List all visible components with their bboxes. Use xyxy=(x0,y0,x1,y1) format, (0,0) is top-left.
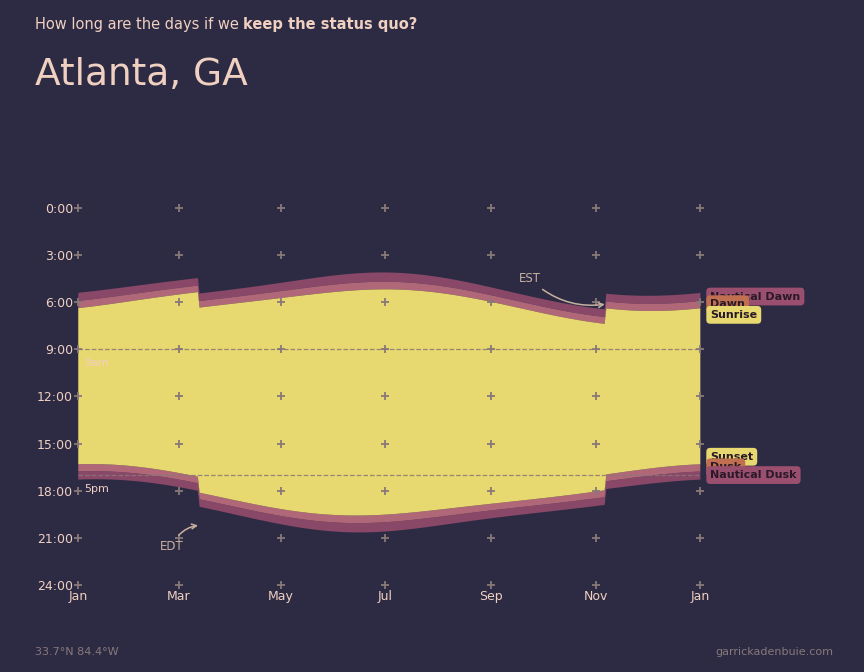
Text: 33.7°N 84.4°W: 33.7°N 84.4°W xyxy=(35,647,118,657)
Text: EST: EST xyxy=(518,272,603,308)
Text: Atlanta, GA: Atlanta, GA xyxy=(35,57,247,93)
Text: How long are the days if we: How long are the days if we xyxy=(35,17,243,32)
Text: 9am: 9am xyxy=(85,358,110,368)
Text: keep the status quo?: keep the status quo? xyxy=(243,17,417,32)
Text: Dawn: Dawn xyxy=(710,299,745,309)
Text: garrickadenbuie.com: garrickadenbuie.com xyxy=(715,647,834,657)
Text: Dusk: Dusk xyxy=(710,462,741,472)
Text: 5pm: 5pm xyxy=(85,484,110,493)
Text: Nautical Dusk: Nautical Dusk xyxy=(710,470,797,480)
Text: Sunrise: Sunrise xyxy=(710,310,758,320)
Text: Nautical Dawn: Nautical Dawn xyxy=(710,292,800,302)
Text: Sunset: Sunset xyxy=(710,452,753,462)
Text: EDT: EDT xyxy=(160,524,196,553)
